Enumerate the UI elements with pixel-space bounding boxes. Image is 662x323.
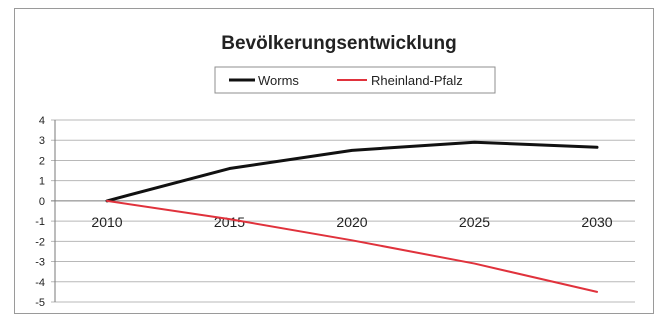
legend: Worms Rheinland-Pfalz (214, 66, 496, 94)
x-tick-label: 2025 (459, 214, 490, 230)
series-line-worms (105, 140, 599, 203)
y-tick-label: 0 (39, 196, 45, 208)
legend-label-worms: Worms (258, 73, 299, 88)
y-tick-label: 4 (39, 115, 45, 127)
y-tick-label: -1 (35, 216, 45, 228)
legend-label-rheinland-pfalz: Rheinland-Pfalz (371, 73, 463, 88)
y-tick-label: -4 (35, 277, 45, 289)
x-tick-label: 2020 (336, 214, 367, 230)
chart-title: Bevölkerungsentwicklung (221, 33, 456, 54)
x-tick-label: 2030 (581, 214, 612, 230)
y-tick-label: -3 (35, 257, 45, 269)
y-tick-label: 2 (39, 155, 45, 167)
y-tick-label: -2 (35, 236, 45, 248)
line-chart: Bevölkerungsentwicklung Worms Rheinland-… (35, 33, 635, 309)
series-lines (105, 140, 599, 293)
series-line-rheinland-pfalz (106, 199, 598, 293)
y-tick-label: 3 (39, 135, 45, 147)
x-tick-label: 2010 (91, 214, 122, 230)
x-axis-tick-labels: 2010 2015 2020 2025 2030 (91, 214, 612, 230)
chart-frame: Bevölkerungsentwicklung Worms Rheinland-… (14, 8, 654, 314)
y-tick-label: 1 (39, 176, 45, 188)
y-tick-label: -5 (35, 297, 45, 309)
y-axis-tick-labels: 4 3 2 1 0 -1 -2 -3 -4 -5 (35, 115, 45, 309)
grid (51, 119, 635, 303)
